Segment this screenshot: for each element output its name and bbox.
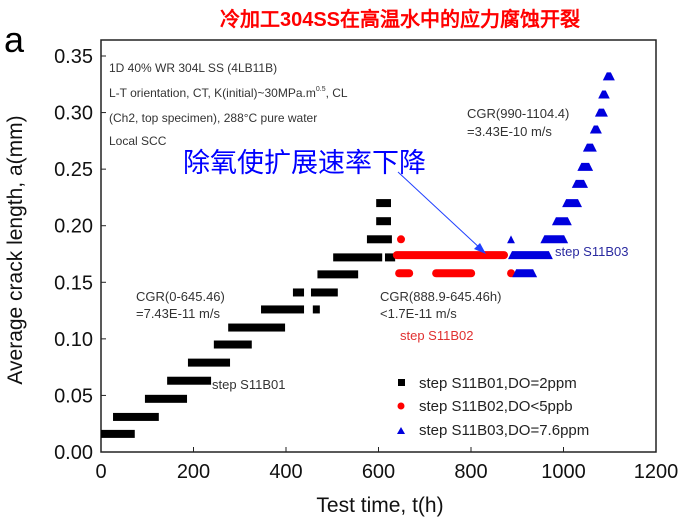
legend-entry-2: step S11B02,DO<5ppb	[419, 398, 573, 415]
series-3-points	[512, 269, 538, 278]
series-2-points	[507, 269, 516, 278]
series-1-points	[261, 305, 305, 314]
x-tick-label: 600	[362, 461, 395, 483]
series-3-points	[582, 143, 597, 152]
series-3-points	[598, 90, 610, 99]
series-3-points	[540, 235, 569, 244]
series-1-points	[317, 270, 359, 279]
series-2-points	[395, 269, 414, 278]
panel-label: a	[4, 19, 25, 60]
y-axis-label: Average crack length, a(mm)	[4, 115, 27, 384]
series-3-points	[589, 125, 602, 134]
series-1-points	[144, 394, 188, 403]
x-tick-label: 200	[177, 461, 210, 483]
series-3-points	[551, 217, 572, 226]
x-tick-label: 1000	[541, 461, 586, 483]
series-1-points	[376, 199, 391, 208]
cgr2-line1: CGR(888.9-645.46h)	[380, 289, 501, 304]
cgr3-line2: =3.43E-10 m/s	[467, 124, 552, 139]
x-tick-label: 0	[95, 461, 106, 483]
series-1-points	[101, 429, 135, 438]
series-1-points	[167, 376, 212, 385]
series-3-points	[602, 72, 615, 81]
info-line-2-sup: 0.5	[316, 86, 326, 93]
annotation-arrowhead	[474, 243, 486, 254]
chart-title-cn: 冷加工304SS在高温水中的应力腐蚀开裂	[220, 7, 580, 31]
series-1-points	[366, 235, 392, 244]
info-line-1: 1D 40% WR 304L SS (4LB11B)	[109, 61, 277, 75]
step3-label: step S11B03	[555, 244, 628, 259]
legend-entry-3: step S11B03,DO=7.6ppm	[419, 422, 589, 439]
y-tick-label: 0.10	[54, 329, 93, 351]
step2-label: step S11B02	[400, 328, 473, 343]
series-1-points	[312, 305, 320, 314]
annotation-cn: 除氧使扩展速率下降	[183, 148, 426, 178]
series-2-points	[397, 235, 405, 244]
legend-marker-circle	[397, 402, 405, 410]
legend-marker-square	[398, 379, 405, 386]
y-tick-label: 0.00	[54, 442, 93, 464]
series-2-points	[392, 251, 508, 260]
y-tick-label: 0.25	[54, 159, 93, 181]
info-line-4: Local SCC	[109, 134, 167, 148]
legend-marker-triangle	[397, 427, 405, 434]
series-3-points	[507, 235, 515, 244]
series-1-points	[310, 288, 338, 297]
info-line-3: (Ch2, top specimen), 288°C pure water	[109, 111, 317, 125]
series-3-points	[577, 162, 594, 171]
x-axis-label: Test time, t(h)	[316, 494, 443, 517]
series-1-points	[384, 253, 396, 262]
y-tick-label: 0.35	[54, 46, 93, 68]
series-1-points	[228, 323, 286, 332]
x-tick-label: 800	[454, 461, 487, 483]
series-3-points	[562, 199, 582, 208]
series-1-points	[333, 253, 383, 262]
series-1-points	[213, 340, 252, 349]
annotation-arrow	[397, 171, 483, 251]
info-box: 1D 40% WR 304L SS (4LB11B) L-T orientati…	[109, 61, 348, 148]
x-tick-label: 400	[269, 461, 302, 483]
cgr2-line2: <1.7E-11 m/s	[380, 306, 457, 321]
series-1-points	[376, 217, 391, 226]
y-tick-label: 0.05	[54, 385, 93, 407]
y-tick-label: 0.30	[54, 103, 93, 125]
legend-entry-1: step S11B01,DO=2ppm	[419, 375, 577, 392]
step1-label: step S11B01	[212, 377, 285, 392]
cgr3-line1: CGR(990-1104.4)	[467, 106, 569, 121]
series-3-points	[571, 179, 589, 188]
series-3-points	[594, 108, 608, 117]
series-1-points	[113, 412, 159, 421]
series-3-points	[508, 251, 553, 260]
x-tick-label: 1200	[634, 461, 679, 483]
y-tick-label: 0.15	[54, 272, 93, 294]
cgr1-line2: =7.43E-11 m/s	[136, 306, 220, 321]
series-1-points	[292, 288, 305, 297]
info-line-2: L-T orientation, CT, K(initial)~30MPa.m0…	[109, 86, 348, 100]
series-1-points	[187, 358, 231, 367]
legend: step S11B01,DO=2ppm step S11B02,DO<5ppb …	[397, 375, 589, 439]
info-line-2-text: L-T orientation, CT, K(initial)~30MPa.m	[109, 86, 316, 100]
info-line-2-end: , CL	[326, 86, 348, 100]
cgr1-line1: CGR(0-645.46)	[136, 289, 225, 304]
y-tick-label: 0.20	[54, 216, 93, 238]
series-2-points	[432, 269, 476, 278]
